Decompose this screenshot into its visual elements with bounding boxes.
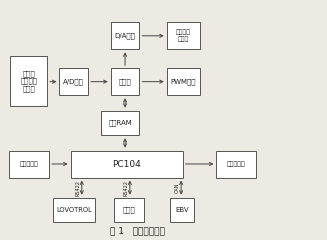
FancyBboxPatch shape — [111, 22, 140, 49]
FancyBboxPatch shape — [170, 198, 194, 222]
Text: 开关量输出: 开关量输出 — [227, 161, 246, 167]
FancyBboxPatch shape — [216, 150, 256, 178]
Text: RS422: RS422 — [123, 180, 128, 196]
Text: D/A转换: D/A转换 — [114, 33, 135, 39]
Text: 双口RAM: 双口RAM — [108, 120, 132, 126]
Text: PC104: PC104 — [112, 160, 141, 168]
Text: PWM输出: PWM输出 — [171, 78, 196, 85]
Text: 传感器
模拟信号
处处理: 传感器 模拟信号 处处理 — [20, 70, 37, 92]
Text: RS422: RS422 — [75, 180, 80, 196]
FancyBboxPatch shape — [71, 150, 183, 178]
Text: 开关量输入: 开关量输入 — [20, 161, 39, 167]
FancyBboxPatch shape — [10, 56, 47, 106]
FancyBboxPatch shape — [101, 111, 140, 135]
FancyBboxPatch shape — [9, 150, 49, 178]
Text: 图 1   系统整体结构: 图 1 系统整体结构 — [111, 227, 165, 236]
Text: LOVOTROL: LOVOTROL — [56, 207, 92, 213]
Text: EBV: EBV — [175, 207, 189, 213]
FancyBboxPatch shape — [167, 22, 200, 49]
Text: 模拟量处
理输出: 模拟量处 理输出 — [176, 30, 191, 42]
FancyBboxPatch shape — [53, 198, 95, 222]
FancyBboxPatch shape — [60, 68, 88, 95]
FancyBboxPatch shape — [167, 68, 200, 95]
Text: 显示器: 显示器 — [123, 207, 135, 213]
FancyBboxPatch shape — [111, 68, 140, 95]
FancyBboxPatch shape — [114, 198, 144, 222]
Text: A/D转换: A/D转换 — [63, 78, 84, 85]
Text: CAN: CAN — [175, 183, 180, 193]
Text: 单片机: 单片机 — [119, 78, 131, 85]
